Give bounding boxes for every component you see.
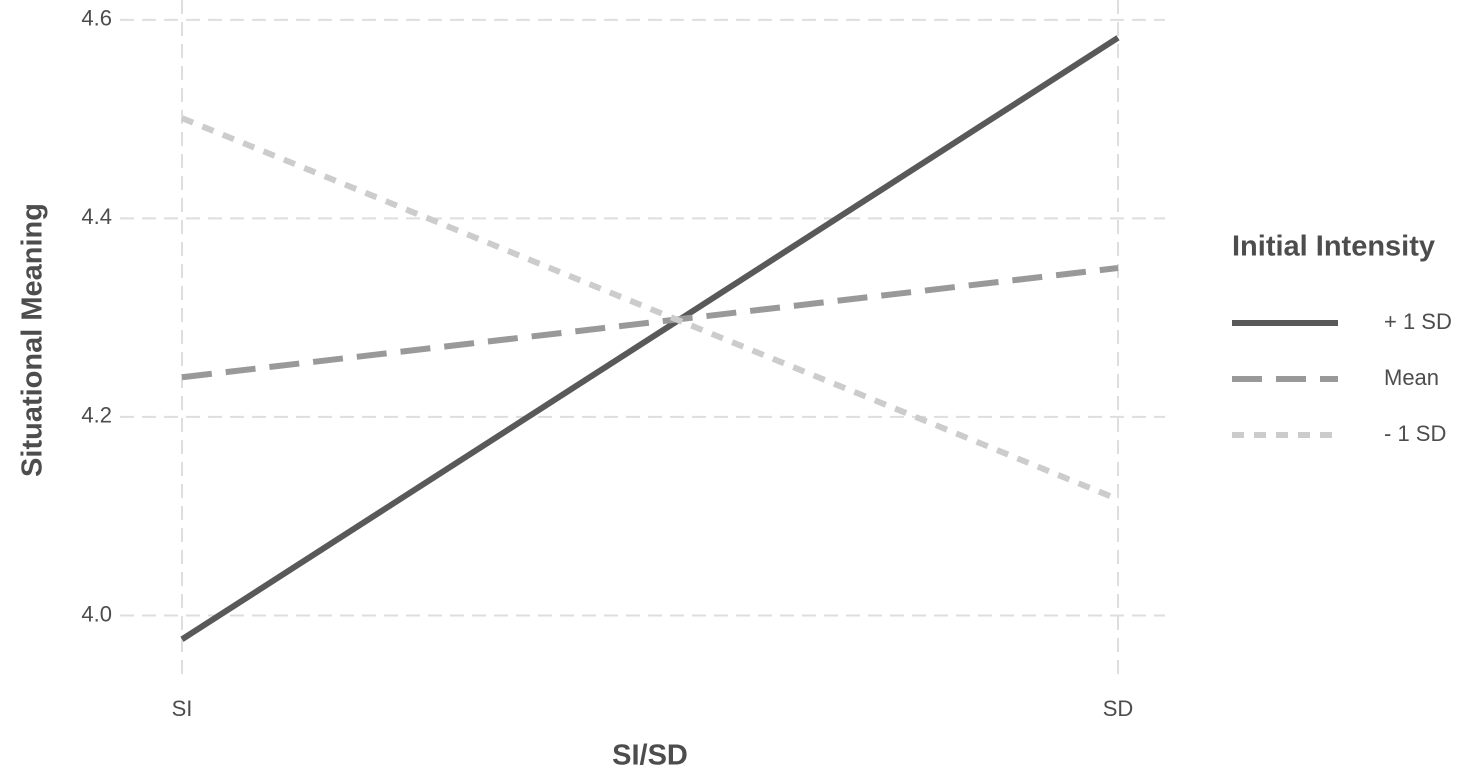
line — [181, 265, 1119, 381]
y-tick-label: 4.4 — [81, 204, 112, 229]
y-tick-label: 4.6 — [81, 6, 112, 31]
legend-label: - 1 SD — [1384, 421, 1446, 446]
y-tick-label: 4.2 — [81, 403, 112, 428]
legend-title: Initial Intensity — [1232, 231, 1435, 263]
y-tick-label: 4.0 — [81, 601, 112, 626]
line — [180, 115, 1120, 503]
y-axis-title: Situational Meaning — [17, 203, 49, 477]
legend-label: + 1 SD — [1384, 309, 1452, 334]
x-tick-label: SD — [1103, 696, 1134, 721]
legend-label: Mean — [1384, 365, 1439, 390]
line — [180, 35, 1120, 642]
x-tick-label: SI — [172, 696, 193, 721]
x-axis-title: SI/SD — [612, 740, 688, 772]
